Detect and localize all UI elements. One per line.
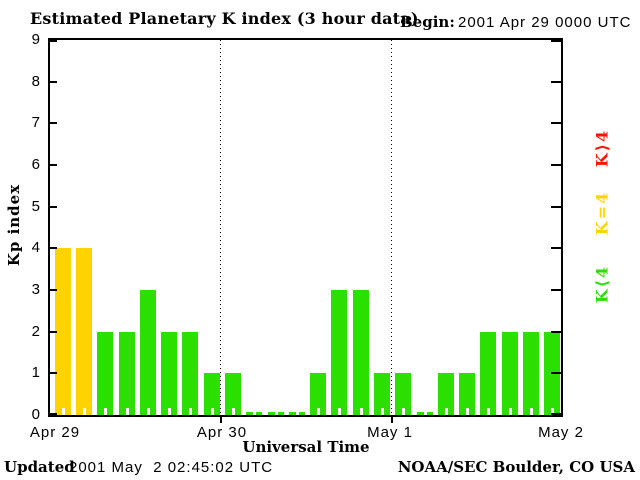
kp-bar (225, 373, 241, 415)
kp-bar (140, 290, 156, 415)
x-minor-tick (104, 408, 107, 415)
x-minor-tick (168, 408, 171, 415)
kp-bar (268, 412, 284, 415)
y-axis-tick (551, 81, 561, 83)
legend-item-k-gt-4: K⟩4 (592, 128, 612, 168)
kp-bar (182, 332, 198, 415)
y-tick-label: 4 (31, 239, 41, 256)
x-day-label: May 1 (367, 424, 413, 441)
y-tick-label: 3 (31, 281, 41, 298)
y-axis-title: Kp index (5, 183, 23, 267)
updated-label: Updated (4, 458, 75, 476)
kp-bar (438, 373, 454, 415)
x-day-label: May 2 (538, 424, 584, 441)
x-day-label: Apr 29 (29, 424, 81, 441)
x-minor-tick (62, 408, 65, 415)
x-day-label: Apr 30 (196, 424, 248, 441)
x-minor-tick (402, 408, 405, 415)
x-minor-tick (189, 408, 192, 415)
day-boundary-gridline (391, 40, 392, 415)
x-minor-tick (232, 408, 235, 415)
x-minor-tick (253, 412, 256, 415)
y-tick-label: 1 (31, 364, 41, 381)
x-minor-tick (126, 408, 129, 415)
y-axis-tick (551, 331, 561, 333)
y-axis-tick (551, 122, 561, 124)
day-boundary-tick (220, 417, 222, 423)
y-tick-label: 7 (31, 114, 41, 131)
x-axis-title: Universal Time (242, 438, 370, 456)
x-minor-tick (147, 408, 150, 415)
y-axis-tick (50, 81, 57, 83)
kp-bar (523, 332, 539, 415)
kp-bar (502, 332, 518, 415)
plot-inner (50, 40, 561, 423)
y-tick-label: 9 (31, 31, 41, 48)
y-axis-tick (50, 289, 57, 291)
x-minor-tick (445, 408, 448, 415)
kp-bar (204, 373, 220, 415)
y-axis-tick (551, 372, 561, 374)
kp-bar (76, 248, 92, 415)
y-axis-tick (551, 206, 561, 208)
y-axis-tick (551, 40, 561, 42)
legend-item-k-eq-4: K=4 (592, 190, 612, 236)
y-axis-tick (551, 413, 561, 415)
legend-item-k-lt-4: K⟨4 (592, 264, 612, 304)
begin-value: 2001 Apr 29 0000 UTC (458, 14, 632, 31)
kp-bar (310, 373, 326, 415)
kp-bar (353, 290, 369, 415)
x-minor-tick (83, 408, 86, 415)
x-minor-tick (296, 412, 299, 415)
x-minor-tick (275, 412, 278, 415)
y-axis-tick (50, 331, 57, 333)
chart-title: Estimated Planetary K index (3 hour data… (30, 9, 419, 28)
y-axis-tick (50, 40, 57, 42)
kp-bar (480, 332, 496, 415)
y-axis-tick (551, 247, 561, 249)
kp-bar (331, 290, 347, 415)
x-minor-tick (424, 412, 427, 415)
x-minor-tick (530, 408, 533, 415)
y-axis-tick (50, 413, 57, 415)
x-minor-tick (317, 408, 320, 415)
kp-bar (417, 412, 433, 415)
kp-bar (55, 248, 71, 415)
day-boundary-tick (391, 417, 393, 423)
y-tick-label: 6 (31, 156, 41, 173)
y-tick-label: 8 (31, 73, 41, 90)
kp-bar (97, 332, 113, 415)
kp-bar (289, 412, 305, 415)
x-minor-tick (211, 408, 214, 415)
x-minor-tick (381, 408, 384, 415)
kp-bar (395, 373, 411, 415)
x-minor-tick (551, 408, 554, 415)
x-minor-tick (487, 408, 490, 415)
kp-bar (119, 332, 135, 415)
x-minor-tick (338, 408, 341, 415)
y-tick-label: 5 (31, 198, 41, 215)
begin-label: Begin: (400, 13, 455, 31)
y-axis-tick (551, 164, 561, 166)
y-tick-label: 2 (31, 323, 41, 340)
day-boundary-gridline (220, 40, 221, 415)
credit-text: NOAA/SEC Boulder, CO USA (397, 458, 635, 476)
x-minor-tick (509, 408, 512, 415)
y-axis-tick (50, 372, 57, 374)
kp-bar (246, 412, 262, 415)
y-axis-tick (551, 289, 561, 291)
y-axis-tick (50, 206, 57, 208)
kp-bar (161, 332, 177, 415)
y-axis-tick (50, 247, 57, 249)
x-minor-tick (466, 408, 469, 415)
y-tick-label: 0 (31, 406, 41, 423)
y-axis-tick (50, 164, 57, 166)
kp-bar (374, 373, 390, 415)
updated-value: 2001 May 2 02:45:02 UTC (69, 459, 274, 476)
y-axis-tick (50, 122, 57, 124)
x-minor-tick (360, 408, 363, 415)
plot-area (48, 38, 563, 423)
kp-bar (459, 373, 475, 415)
